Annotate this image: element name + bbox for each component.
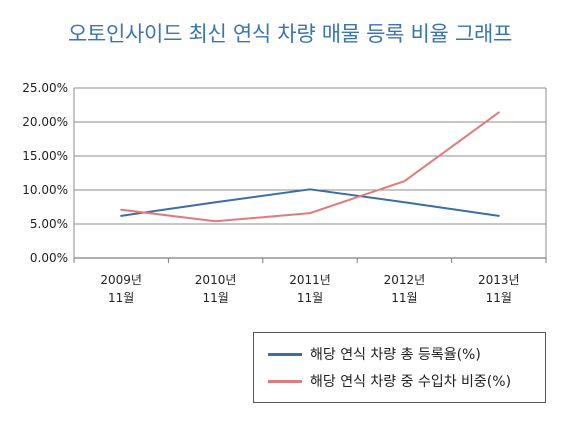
legend: 해당 연식 차량 총 등록율(%) 해당 연식 차량 중 수입차 비중(%) (253, 332, 546, 403)
x-tick-labels: 2009년 11월 2010년 11월 2011년 11월 2012년 11월 2013년 11월 (100, 273, 519, 305)
legend-label: 해당 연식 차량 총 등록율(%) (310, 347, 481, 363)
x-tick-label: 2013년 11월 (478, 273, 520, 305)
legend-swatch-blue (268, 352, 302, 356)
x-tick-label: 2009년 11월 (100, 273, 142, 305)
legend-swatch-red (268, 379, 302, 383)
y-tick-label: 0.00% (30, 251, 68, 265)
y-tick-label: 20.00% (22, 115, 68, 129)
axes (73, 88, 547, 263)
series-line-1 (120, 111, 500, 223)
grid-lines (74, 87, 546, 225)
legend-label: 해당 연식 차량 중 수입차 비중(%) (310, 374, 512, 390)
series-lines (120, 111, 500, 223)
series-line-0 (120, 188, 500, 217)
x-tick-label: 2012년 11월 (384, 273, 426, 305)
legend-item-total-registration: 해당 연식 차량 총 등록율(%) (268, 344, 481, 364)
legend-item-import-share: 해당 연식 차량 중 수입차 비중(%) (268, 371, 511, 391)
x-tick-label: 2010년 11월 (195, 273, 237, 305)
x-tick-label: 2011년 11월 (289, 273, 331, 305)
y-tick-label: 25.00% (22, 81, 68, 95)
y-tick-label: 15.00% (22, 149, 68, 163)
y-tick-label: 5.00% (30, 217, 68, 231)
chart-title: 오토인사이드 최신 연식 차량 매물 등록 비율 그래프 (67, 22, 513, 46)
y-tick-labels: 0.00% 5.00% 10.00% 15.00% 20.00% 25.00% (22, 81, 68, 265)
y-tick-label: 10.00% (22, 183, 68, 197)
